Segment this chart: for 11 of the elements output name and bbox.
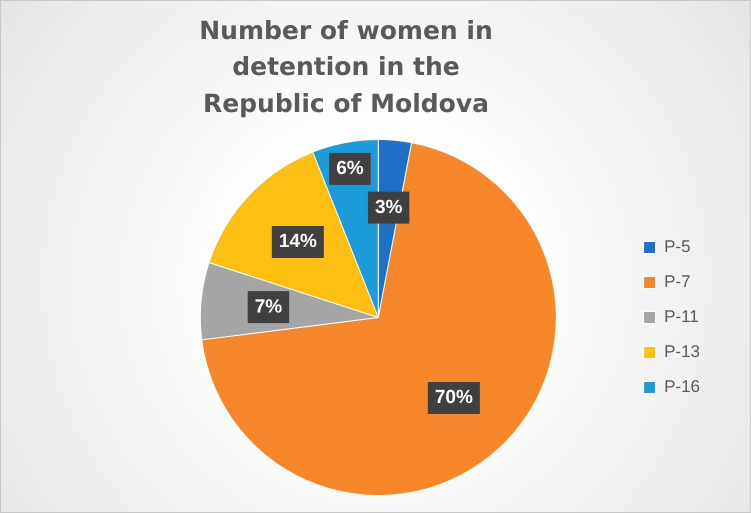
- legend-label: P-13: [664, 342, 700, 362]
- data-label: 7%: [254, 296, 282, 318]
- data-label: 3%: [374, 196, 403, 218]
- legend-label: P-5: [664, 237, 691, 256]
- data-label: 14%: [278, 231, 317, 252]
- legend-label: P-16: [664, 377, 700, 396]
- data-label: 70%: [434, 387, 473, 408]
- data-label: 6%: [336, 158, 364, 180]
- legend-label: P-7: [664, 272, 691, 292]
- legend-label: P-11: [664, 307, 699, 326]
- chart-title: Number of women in detention in the Republic of Moldova: [198, 15, 494, 120]
